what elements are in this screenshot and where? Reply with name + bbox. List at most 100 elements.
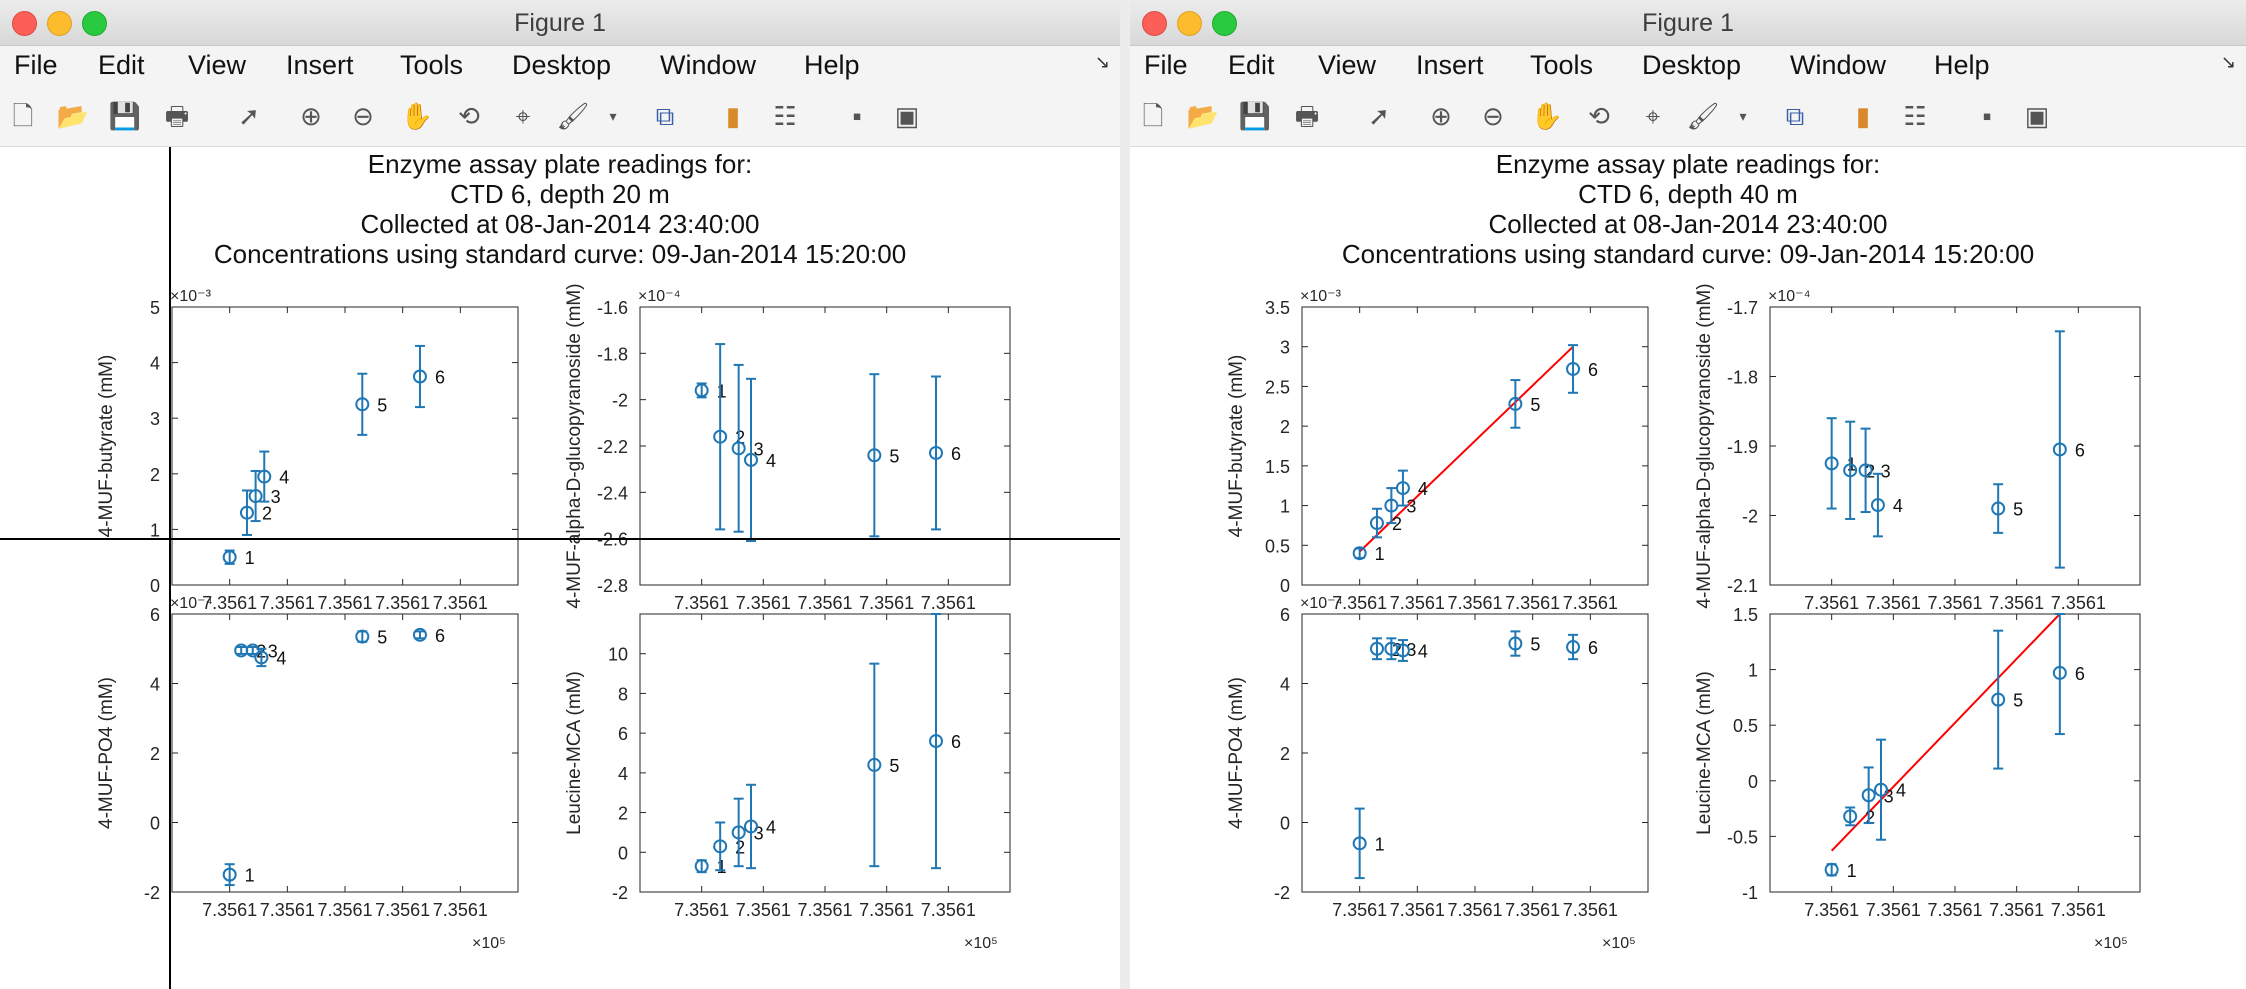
link-plot-icon[interactable]: ⧉ <box>655 101 675 131</box>
close-window-button[interactable] <box>12 11 37 36</box>
point-label: 1 <box>245 548 255 568</box>
data-point <box>245 643 260 658</box>
legend-icon[interactable]: ☷ <box>1903 101 1927 131</box>
y-tick-label: -2.2 <box>597 437 628 457</box>
hide-plot-tools-icon[interactable]: ▪ <box>852 101 862 131</box>
zoom-window-button[interactable] <box>1212 11 1237 36</box>
point-label: 1 <box>245 866 255 886</box>
pointer-icon[interactable]: ➚ <box>1368 101 1390 131</box>
save-icon[interactable]: 💾 <box>108 101 142 131</box>
y-tick-label: 4 <box>618 764 628 784</box>
close-window-button[interactable] <box>1142 11 1167 36</box>
show-plot-tools-icon[interactable]: ▣ <box>894 101 920 131</box>
point-label: 2 <box>1392 514 1402 534</box>
minimize-window-button[interactable] <box>1177 11 1202 36</box>
title-bar[interactable]: Figure 1 <box>1130 0 2246 46</box>
brush-icon[interactable]: 🖌 <box>556 101 590 131</box>
menu-edit[interactable]: Edit <box>1228 50 1275 80</box>
data-point <box>1395 481 1410 496</box>
point-label: 6 <box>2075 664 2085 684</box>
menu-window[interactable]: Window <box>1790 50 1887 80</box>
save-icon[interactable]: 💾 <box>1238 101 1272 131</box>
menu-edit[interactable]: Edit <box>98 50 145 80</box>
y-axis-label: Leucine-MCA (mM) <box>564 671 585 835</box>
pan-icon[interactable]: ✋ <box>400 101 434 131</box>
title-bar[interactable]: Figure 1 <box>0 0 1120 46</box>
figure-canvas[interactable]: Enzyme assay plate readings for: CTD 6, … <box>0 147 1120 989</box>
menu-help[interactable]: Help <box>804 50 860 80</box>
dock-arrow-icon[interactable]: ↘ <box>2220 52 2236 72</box>
point-label: 6 <box>435 368 445 388</box>
new-figure-icon[interactable]: 🗋 <box>12 101 34 131</box>
colorbar-icon[interactable]: ▮ <box>725 101 741 131</box>
y-tick-label: 0 <box>1748 772 1758 792</box>
data-point <box>412 627 427 642</box>
zoom-in-icon[interactable]: ⊕ <box>1430 101 1452 131</box>
open-icon[interactable]: 📂 <box>1186 101 1220 131</box>
data-point <box>713 839 728 854</box>
x-tick-label: 7.3561 <box>375 900 430 920</box>
print-icon[interactable]: 🖶 <box>164 101 190 131</box>
open-icon[interactable]: 📂 <box>56 101 90 131</box>
menu-desktop[interactable]: Desktop <box>1642 50 1742 80</box>
point-label: 6 <box>951 444 961 464</box>
menu-tools[interactable]: Tools <box>1530 50 1594 80</box>
brush-icon[interactable]: 🖌 <box>1686 101 1720 131</box>
link-plot-icon[interactable]: ⧉ <box>1785 101 1805 131</box>
show-plot-tools-icon[interactable]: ▣ <box>2024 101 2050 131</box>
y-tick-label: 4 <box>150 354 160 374</box>
menu-file[interactable]: File <box>14 50 58 80</box>
brush-menu-icon[interactable]: ▾ <box>609 108 617 124</box>
figure-canvas[interactable]: Enzyme assay plate readings for: CTD 6, … <box>1130 147 2246 989</box>
menu-view[interactable]: View <box>1318 50 1377 80</box>
zoom-out-icon[interactable]: ⊖ <box>1482 101 1504 131</box>
zoom-window-button[interactable] <box>82 11 107 36</box>
point-label: 1 <box>717 857 727 877</box>
menu-file[interactable]: File <box>1144 50 1188 80</box>
x-tick-label: 7.3561 <box>260 593 315 613</box>
x-tick-label: 7.3561 <box>1390 900 1445 920</box>
menu-window[interactable]: Window <box>660 50 757 80</box>
menu-insert[interactable]: Insert <box>286 50 354 80</box>
menu-tools[interactable]: Tools <box>400 50 464 80</box>
colorbar-icon[interactable]: ▮ <box>1855 101 1871 131</box>
zoom-in-icon[interactable]: ⊕ <box>300 101 322 131</box>
x-tick-label: 7.3561 <box>1927 593 1982 613</box>
rotate-icon[interactable]: ⟲ <box>1588 101 1610 131</box>
point-label: 3 <box>1406 497 1416 517</box>
data-point <box>1861 788 1876 803</box>
legend-icon[interactable]: ☷ <box>773 101 797 131</box>
y-tick-label: -1.8 <box>597 344 628 364</box>
y-tick-label: 1 <box>1280 497 1290 517</box>
menu-insert[interactable]: Insert <box>1416 50 1484 80</box>
pan-icon[interactable]: ✋ <box>1530 101 1564 131</box>
data-point <box>694 383 709 398</box>
data-cursor-icon[interactable]: ⌖ <box>1645 101 1661 131</box>
rotate-icon[interactable]: ⟲ <box>458 101 480 131</box>
y-tick-label: -2.8 <box>597 576 628 596</box>
menu-view[interactable]: View <box>188 50 247 80</box>
minimize-window-button[interactable] <box>47 11 72 36</box>
window-title: Figure 1 <box>1642 9 1734 37</box>
data-cursor-icon[interactable]: ⌖ <box>515 101 531 131</box>
point-label: 5 <box>889 756 899 776</box>
data-point <box>1824 862 1839 877</box>
hide-plot-tools-icon[interactable]: ▪ <box>1982 101 1992 131</box>
subplot-grid-right[interactable]: 00.511.522.533.57.3561 7.3561 7.3561 7.3561… <box>1130 147 2246 989</box>
data-point <box>1369 516 1384 531</box>
print-icon[interactable]: 🖶 <box>1294 101 1320 131</box>
point-label: 3 <box>271 487 281 507</box>
y-tick-label: 2 <box>150 465 160 485</box>
brush-menu-icon[interactable]: ▾ <box>1739 108 1747 124</box>
new-figure-icon[interactable]: 🗋 <box>1142 101 1164 131</box>
dock-arrow-icon[interactable]: ↘ <box>1094 52 1110 72</box>
point-label: 4 <box>766 451 776 471</box>
point-label: 3 <box>1884 786 1894 806</box>
y-tick-label: 6 <box>1280 605 1290 625</box>
menu-help[interactable]: Help <box>1934 50 1990 80</box>
pointer-icon[interactable]: ➚ <box>238 101 260 131</box>
menu-desktop[interactable]: Desktop <box>512 50 612 80</box>
zoom-out-icon[interactable]: ⊖ <box>352 101 374 131</box>
